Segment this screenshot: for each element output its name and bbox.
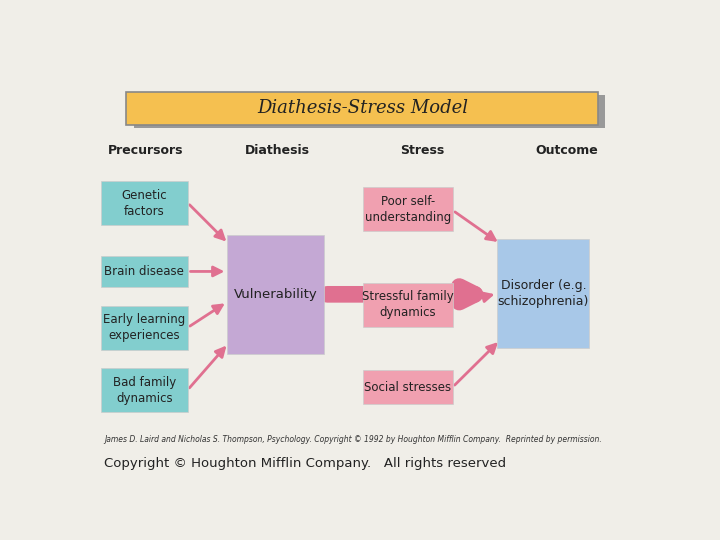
FancyBboxPatch shape: [364, 187, 453, 231]
Text: Diathesis-Stress Model: Diathesis-Stress Model: [257, 99, 468, 118]
FancyBboxPatch shape: [227, 235, 324, 354]
FancyBboxPatch shape: [364, 370, 453, 404]
FancyBboxPatch shape: [101, 306, 188, 349]
Text: Vulnerability: Vulnerability: [234, 288, 318, 301]
Text: Diathesis: Diathesis: [244, 144, 310, 157]
Text: Genetic
factors: Genetic factors: [122, 188, 167, 218]
FancyBboxPatch shape: [101, 368, 188, 412]
FancyBboxPatch shape: [498, 239, 590, 348]
FancyBboxPatch shape: [101, 256, 188, 287]
Text: Disorder (e.g.
schizophrenia): Disorder (e.g. schizophrenia): [498, 279, 589, 308]
Text: James D. Laird and Nicholas S. Thompson, Psychology. Copyright © 1992 by Houghto: James D. Laird and Nicholas S. Thompson,…: [104, 435, 602, 444]
FancyBboxPatch shape: [126, 92, 598, 125]
FancyBboxPatch shape: [364, 283, 453, 327]
Text: Copyright © Houghton Mifflin Company.   All rights reserved: Copyright © Houghton Mifflin Company. Al…: [104, 457, 506, 470]
Text: Social stresses: Social stresses: [364, 381, 451, 394]
Text: Outcome: Outcome: [536, 144, 598, 157]
Text: Brain disease: Brain disease: [104, 265, 184, 278]
Text: Precursors: Precursors: [108, 144, 184, 157]
FancyBboxPatch shape: [101, 181, 188, 225]
Text: Early learning
experiences: Early learning experiences: [103, 313, 186, 342]
Text: Bad family
dynamics: Bad family dynamics: [113, 376, 176, 404]
Text: Stressful family
dynamics: Stressful family dynamics: [362, 291, 454, 320]
FancyBboxPatch shape: [133, 94, 605, 128]
Text: Poor self-
understanding: Poor self- understanding: [365, 195, 451, 224]
Text: Stress: Stress: [400, 144, 444, 157]
